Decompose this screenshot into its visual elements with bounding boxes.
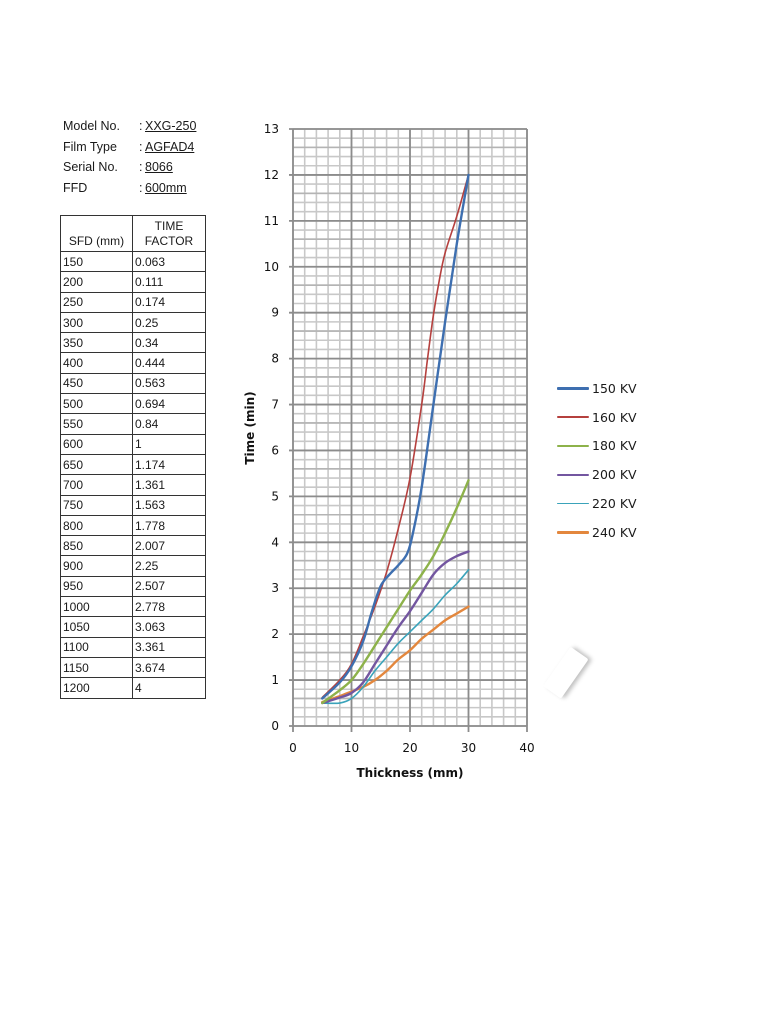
series-line-200-kv [321, 550, 470, 705]
x-tick-label: 20 [402, 741, 417, 755]
legend-label: 200 KV [592, 467, 637, 483]
cell-sfd: 750 [60, 494, 133, 516]
table-row: 450 0.563 [60, 372, 206, 395]
table-row: 200 0.111 [60, 271, 206, 293]
series-line-160-kv [321, 174, 470, 699]
info-model: Model No. : XXG-250 [63, 116, 196, 137]
info-value: 600mm [145, 180, 187, 195]
series-line-180-kv [321, 479, 470, 705]
y-tick-label: 13 [264, 122, 279, 136]
y-tick-label: 4 [271, 535, 279, 549]
cell-time-factor: 0.063 [132, 250, 206, 273]
data-series [321, 173, 470, 705]
cell-sfd: 200 [60, 271, 133, 293]
info-label: Film Type [63, 139, 117, 154]
legend-line-icon [557, 444, 589, 448]
chart-legend: 150 KV 160 KV 180 KV 200 KV 220 KV 240 KV [557, 374, 637, 547]
info-label: Model No. [63, 119, 120, 133]
legend-item: 160 KV [557, 403, 637, 432]
time-factor-table: SFD (mm) TIME FACTOR 150 0.063 200 0.111 250… [60, 215, 206, 699]
y-tick-label: 9 [271, 306, 279, 320]
cell-sfd: 500 [60, 393, 133, 415]
cell-time-factor: 2.25 [132, 555, 206, 577]
y-tick-label: 10 [264, 260, 279, 274]
cell-time-factor: 0.174 [132, 291, 206, 313]
series-line-220-kv [321, 569, 470, 705]
table-row: 300 0.25 [60, 311, 206, 334]
legend-label: 220 KV [592, 496, 637, 512]
info-value: AGFAD4 [145, 139, 195, 154]
table-row: 750 1.563 [60, 494, 206, 516]
x-tick-label: 0 [289, 741, 297, 755]
y-tick-label: 3 [271, 581, 279, 595]
table-row: 900 2.25 [60, 555, 206, 577]
cell-sfd: 450 [60, 372, 133, 395]
y-tick-label: 8 [271, 352, 279, 366]
y-tick-label: 5 [271, 489, 279, 503]
table-row: 800 1.778 [60, 514, 206, 537]
y-tick-label: 0 [271, 719, 279, 733]
x-tick-label: 30 [461, 741, 476, 755]
table-row: 250 0.174 [60, 291, 206, 313]
legend-label: 240 KV [592, 524, 637, 540]
y-tick-label: 7 [271, 398, 279, 412]
table-header-row: SFD (mm) TIME FACTOR [60, 215, 206, 252]
table-row: 950 2.507 [60, 575, 206, 598]
y-axis-title: Time (min) [243, 391, 257, 464]
info-value: 8066 [145, 160, 173, 174]
y-tick-label: 2 [271, 627, 279, 641]
cell-time-factor: 3.063 [132, 616, 206, 638]
cell-time-factor: 1.563 [132, 494, 206, 516]
legend-item: 180 KV [557, 432, 637, 461]
y-tick-label: 6 [271, 443, 279, 457]
grid-major [289, 128, 528, 732]
info-value: XXG-250 [145, 119, 197, 133]
header-time-factor: TIME FACTOR [132, 215, 206, 252]
table-body: 150 0.063 200 0.111 250 0.174 300 0.25 350 0.34 40… [60, 250, 206, 699]
legend-item: 200 KV [557, 460, 637, 489]
series-line-150-kv [321, 173, 470, 700]
legend-line-icon [557, 387, 589, 390]
y-tick-label: 1 [271, 673, 279, 687]
info-label: FFD [63, 180, 88, 195]
cell-sfd: 950 [60, 575, 133, 598]
info-serial: Serial No. : 8066 [63, 157, 196, 178]
info-film-type: Film Type : AGFAD4 [63, 137, 196, 158]
table-row: 700 1.361 [60, 474, 206, 496]
cell-sfd: 550 [60, 413, 133, 435]
cell-time-factor: 4 [132, 677, 206, 699]
x-tick-label: 40 [519, 741, 534, 755]
table-row: 400 0.444 [60, 352, 206, 374]
cell-sfd: 400 [60, 352, 133, 374]
legend-item: 220 KV [557, 489, 637, 518]
cell-time-factor: 0.444 [132, 352, 206, 374]
y-tick-label: 12 [264, 168, 279, 182]
film-info: Model No. : XXG-250 Film Type : AGFAD4 S… [63, 116, 196, 198]
legend-line-icon [557, 531, 589, 534]
legend-line-icon [557, 502, 589, 505]
y-tick-label: 11 [264, 214, 279, 228]
table-row: 150 0.063 [60, 250, 206, 273]
cell-sfd: 300 [60, 311, 133, 334]
legend-label: 160 KV [592, 409, 637, 425]
table-row: 1200 4 [60, 677, 206, 699]
cell-sfd: 800 [60, 514, 133, 537]
header-sfd: SFD (mm) [60, 215, 133, 252]
x-tick-label: 10 [344, 741, 359, 755]
table-row: 600 1 [60, 433, 206, 455]
legend-line-icon [557, 416, 589, 418]
info-label: Serial No. [63, 160, 118, 174]
legend-item: 240 KV [557, 518, 637, 547]
info-ffd: FFD : 600mm [63, 178, 196, 199]
legend-item: 150 KV [557, 374, 637, 403]
cell-time-factor: 1.361 [132, 474, 206, 496]
legend-label: 150 KV [592, 380, 637, 396]
legend-line-icon [557, 473, 589, 476]
legend-label: 180 KV [592, 438, 637, 454]
table-row: 500 0.694 [60, 393, 206, 415]
x-axis-title: Thickness (mm) [356, 766, 463, 780]
table-row: 350 0.34 [60, 332, 206, 354]
